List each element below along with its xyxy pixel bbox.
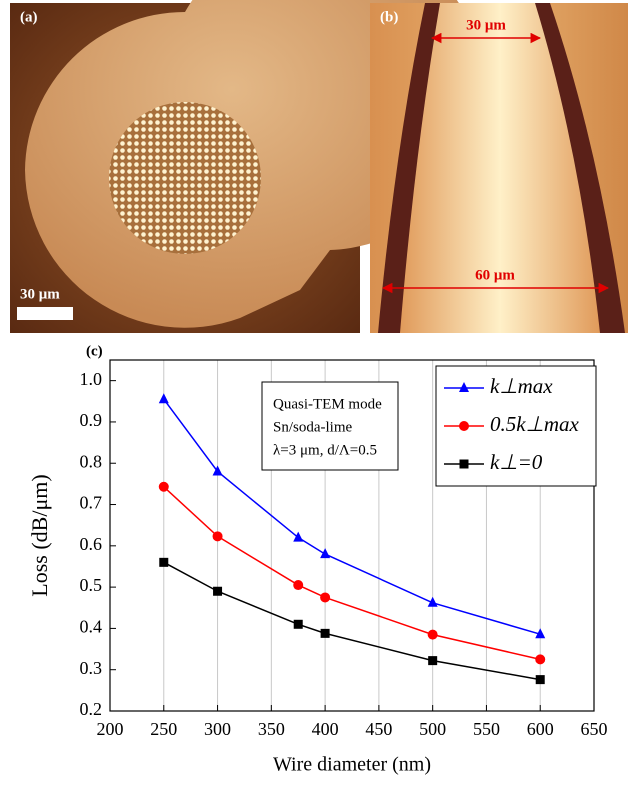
marker [213, 587, 222, 596]
x-tick-label: 200 [97, 719, 124, 739]
legend-label: 0.5k⊥max [490, 412, 580, 436]
annotation: Quasi-TEM mode [273, 396, 382, 412]
legend-label: k⊥max [490, 374, 553, 398]
marker [428, 656, 437, 665]
fiber-core [109, 102, 261, 254]
scale-text: 30 μm [20, 286, 60, 302]
marker [159, 393, 169, 403]
x-tick-label: 300 [204, 719, 231, 739]
chart: 200 250 300 350 400 450 500 550 600 650 0.2 0.3 0.4 0… [27, 343, 607, 775]
series-line [164, 487, 540, 660]
marker [159, 482, 169, 492]
scale-bar [17, 307, 73, 320]
y-tick-label: 0.4 [80, 617, 103, 637]
figure: (a) 30 μm (b) 30 μm 60 μm 200 250 300 350 40… [0, 0, 631, 780]
marker [294, 620, 303, 629]
x-tick-label: 400 [312, 719, 339, 739]
y-tick-label: 0.7 [80, 493, 103, 513]
y-tick-label: 0.5 [80, 575, 103, 595]
width-label: 30 μm [466, 17, 506, 33]
marker [293, 532, 303, 542]
legend-marker [459, 421, 469, 431]
panel-label: (b) [380, 9, 398, 25]
x-tick-label: 250 [150, 719, 177, 739]
marker [213, 531, 223, 541]
y-tick-label: 0.8 [80, 451, 103, 471]
marker [535, 654, 545, 664]
panel-label: (a) [20, 9, 38, 25]
width-label: 60 μm [475, 267, 515, 283]
marker [536, 675, 545, 684]
marker [293, 580, 303, 590]
marker [159, 558, 168, 567]
annotation: λ=3 μm, d/Λ=0.5 [273, 442, 377, 458]
annotation: Sn/soda-lime [273, 419, 353, 435]
y-tick-label: 0.9 [80, 410, 103, 430]
marker [321, 629, 330, 638]
x-tick-label: 350 [258, 719, 285, 739]
panel-b: (b) 30 μm 60 μm [370, 3, 628, 333]
y-tick-label: 0.6 [80, 534, 103, 554]
legend-marker [460, 460, 469, 469]
panel-label: (c) [86, 343, 103, 359]
x-tick-label: 500 [419, 719, 446, 739]
series-line [164, 562, 540, 679]
x-tick-label: 650 [581, 719, 608, 739]
marker [320, 548, 330, 558]
y-tick-label: 0.3 [80, 658, 103, 678]
x-tick-label: 550 [473, 719, 500, 739]
legend-label: k⊥=0 [490, 450, 543, 474]
marker [428, 630, 438, 640]
y-tick-label: 0.2 [80, 699, 103, 719]
y-axis-title: Loss (dB/μm) [27, 474, 52, 596]
x-axis-title: Wire diameter (nm) [273, 754, 431, 776]
x-tick-label: 600 [527, 719, 554, 739]
marker [320, 592, 330, 602]
page: {"panels": {"a": {"label": "(a)", "scale… [0, 0, 631, 780]
x-tick-label: 450 [365, 719, 392, 739]
y-tick-label: 1.0 [80, 369, 103, 389]
